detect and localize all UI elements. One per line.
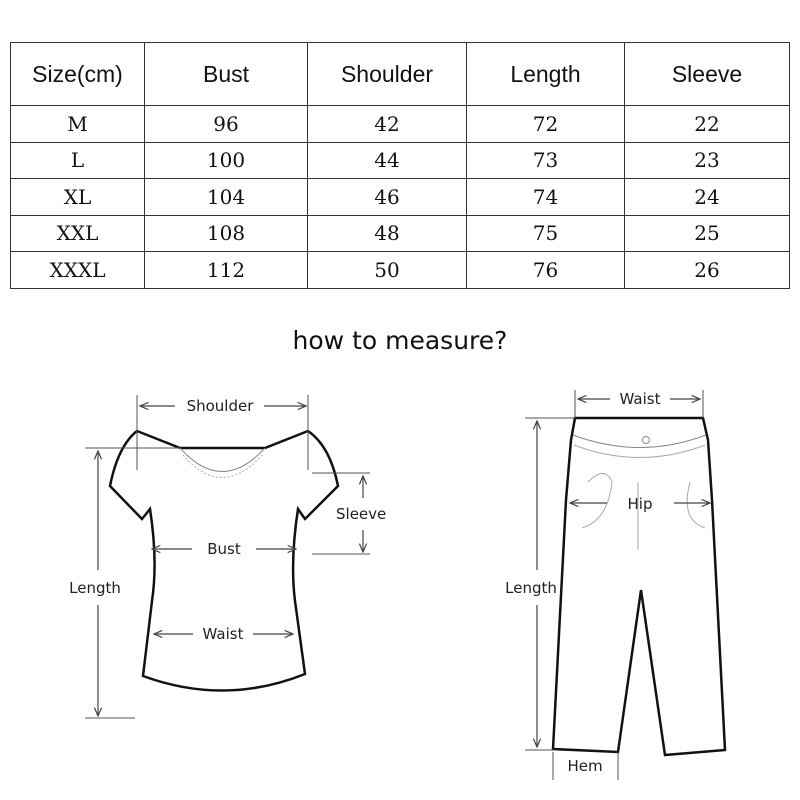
table-cell-length: 75 — [466, 214, 625, 252]
table-cell-bust: 96 — [144, 105, 308, 143]
table-row: XXL 108 48 75 25 — [10, 214, 790, 252]
label-shoulder: Shoulder — [187, 397, 255, 415]
label-sleeve: Sleeve — [336, 505, 386, 523]
header-length: Length — [466, 42, 625, 106]
table-row: M 96 42 72 22 — [10, 105, 790, 143]
table-cell-length: 72 — [466, 105, 625, 143]
table-cell-shoulder: 44 — [307, 141, 467, 179]
table-cell-length: 76 — [466, 251, 625, 289]
table-row: XL 104 46 74 24 — [10, 178, 790, 216]
header-sleeve: Sleeve — [624, 42, 790, 106]
table-cell-shoulder: 50 — [307, 251, 467, 289]
table-row: L 100 44 73 23 — [10, 141, 790, 179]
header-shoulder: Shoulder — [307, 42, 467, 106]
label-shirt-length: Length — [69, 579, 121, 597]
table-cell-sizecm: M — [10, 105, 145, 143]
table-cell-sizecm: XXL — [10, 214, 145, 252]
table-cell-shoulder: 48 — [307, 214, 467, 252]
pants-outline — [551, 416, 727, 757]
tshirt-outline — [108, 429, 340, 692]
table-cell-sleeve: 23 — [624, 141, 790, 179]
label-hem: Hem — [567, 757, 602, 775]
label-pants-waist: Waist — [620, 390, 661, 408]
table-cell-bust: 100 — [144, 141, 308, 179]
table-cell-shoulder: 46 — [307, 178, 467, 216]
table-cell-sizecm: L — [10, 141, 145, 179]
table-cell-sleeve: 24 — [624, 178, 790, 216]
how-to-measure-title: how to measure? — [292, 326, 508, 355]
table-cell-length: 74 — [466, 178, 625, 216]
pants-diagram — [525, 390, 727, 780]
table-header-row: Size(cm) Bust Shoulder Length Sleeve — [10, 42, 790, 106]
table-cell-sleeve: 26 — [624, 251, 790, 289]
header-size: Size(cm) — [10, 42, 145, 106]
table-cell-bust: 108 — [144, 214, 308, 252]
table-cell-sizecm: XXXL — [10, 251, 145, 289]
table-row: XXXL 112 50 76 26 — [10, 251, 790, 289]
label-hip: Hip — [628, 495, 653, 513]
table-cell-bust: 104 — [144, 178, 308, 216]
label-pants-length: Length — [505, 579, 557, 597]
size-chart-table: Size(cm) Bust Shoulder Length Sleeve M 96… — [10, 42, 790, 289]
tshirt-diagram — [85, 395, 370, 719]
table-cell-bust: 112 — [144, 251, 308, 289]
label-shirt-waist: Waist — [203, 625, 244, 643]
label-bust: Bust — [207, 540, 241, 558]
header-bust: Bust — [144, 42, 308, 106]
